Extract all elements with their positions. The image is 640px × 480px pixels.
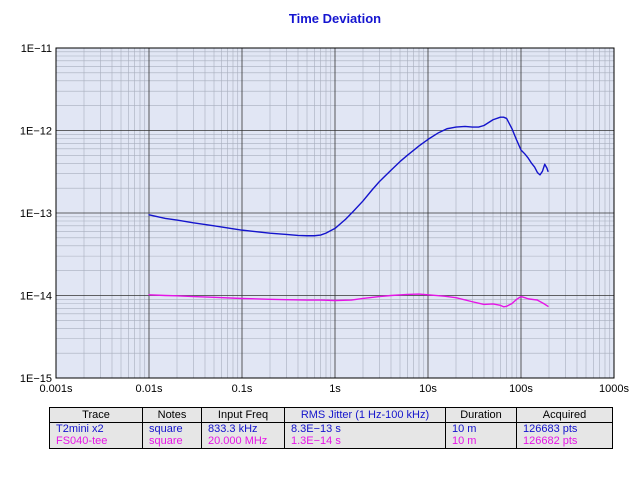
y-tick-label: 1E−11 <box>21 43 52 55</box>
legend-header-notes: Notes <box>142 407 202 423</box>
y-tick-label: 1E−15 <box>20 373 52 385</box>
legend-cell-input-freq: 20.000 MHz <box>201 435 285 449</box>
x-tick-label: 0.1s <box>232 383 253 395</box>
legend-header-row: Trace Notes Input Freq RMS Jitter (1 Hz-… <box>49 407 613 423</box>
legend-row-fs040: FS040-tee square 20.000 MHz 1.3E−14 s 10… <box>49 435 613 449</box>
x-axis-tick-labels: 0.001s 0.01s 0.1s 1s 10s 100s 1000s <box>39 383 629 395</box>
x-tick-label: 100s <box>509 383 533 395</box>
y-axis-tick-labels: 1E−11 1E−12 1E−13 1E−14 1E−15 <box>20 43 52 385</box>
tdev-plot: 0.001s 0.01s 0.1s 1s 10s 100s 1000s 1E−11 1E−12… <box>20 43 630 395</box>
legend-cell-rms-jitter: 8.3E−13 s <box>284 422 446 435</box>
legend-cell-notes: square <box>142 435 202 449</box>
legend-header-acquired: Acquired <box>516 407 613 423</box>
legend-table: Trace Notes Input Freq RMS Jitter (1 Hz-… <box>49 407 613 449</box>
legend-header-input-freq: Input Freq <box>201 407 285 423</box>
y-tick-label: 1E−13 <box>20 208 52 220</box>
x-tick-label: 1000s <box>599 383 629 395</box>
legend-cell-input-freq: 833.3 kHz <box>201 422 285 435</box>
legend-cell-trace: FS040-tee <box>49 435 143 449</box>
x-tick-label: 0.001s <box>39 383 73 395</box>
legend-cell-duration: 10 m <box>445 435 517 449</box>
legend-row-t2mini: T2mini x2 square 833.3 kHz 8.3E−13 s 10 … <box>49 422 613 435</box>
legend-cell-acquired: 126683 pts <box>516 422 613 435</box>
legend-cell-rms-jitter: 1.3E−14 s <box>284 435 446 449</box>
legend-cell-notes: square <box>142 422 202 435</box>
legend-header-rms-jitter: RMS Jitter (1 Hz-100 kHz) <box>284 407 446 423</box>
series-line-t2mini-x2 <box>148 116 549 237</box>
legend-cell-trace: T2mini x2 <box>49 422 143 435</box>
y-tick-label: 1E−14 <box>20 291 52 303</box>
legend-header-trace: Trace <box>49 407 143 423</box>
legend-cell-acquired: 126682 pts <box>516 435 613 449</box>
x-tick-label: 1s <box>329 383 341 395</box>
series-line-fs040-tee <box>148 293 549 308</box>
series-layer <box>148 116 549 308</box>
x-tick-label: 0.01s <box>136 383 163 395</box>
legend-cell-duration: 10 m <box>445 422 517 435</box>
plot-border <box>55 47 615 379</box>
chart-title: Time Deviation <box>288 11 382 26</box>
x-tick-label: 10s <box>419 383 437 395</box>
y-tick-label: 1E−12 <box>20 126 52 138</box>
legend-header-duration: Duration <box>445 407 517 423</box>
